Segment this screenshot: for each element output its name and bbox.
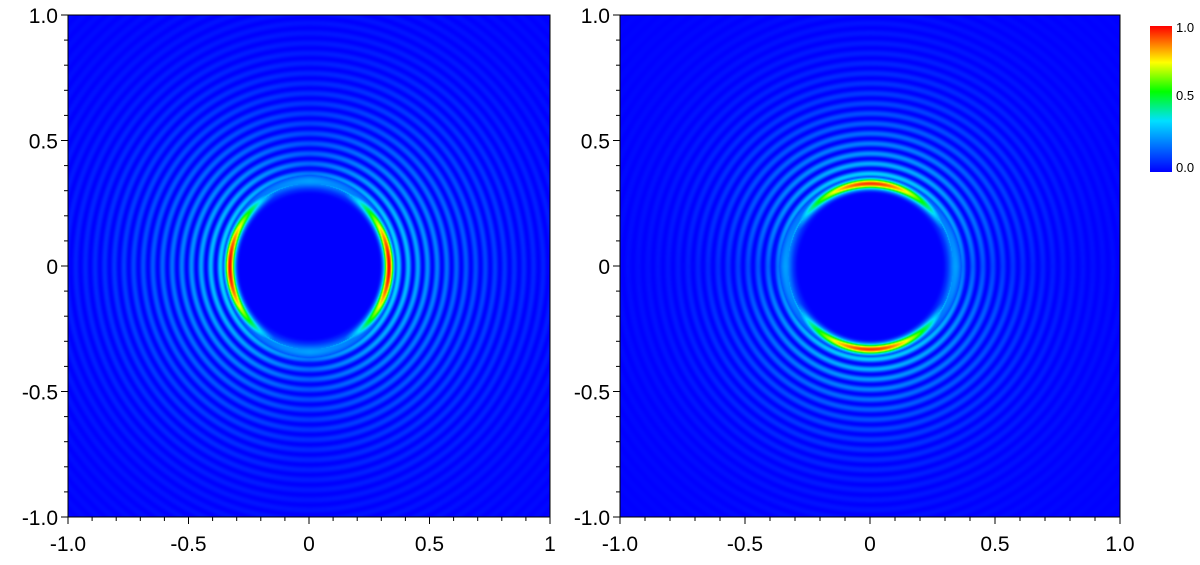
right-y-tick-label: 1.0 bbox=[581, 5, 610, 28]
right-heatmap bbox=[620, 15, 1120, 517]
right-heatmap-container bbox=[620, 15, 1120, 517]
left-x-tick-label: 0 bbox=[303, 533, 315, 556]
right-x-tick-label: 0 bbox=[864, 533, 876, 556]
right-y-tick-label: -0.5 bbox=[574, 382, 610, 405]
left-y-tick-label: 1.0 bbox=[29, 5, 58, 28]
right-axes: -1.0 -0.5 0 0.5 1.0 1.0 0.5 0 -0.5 -1.0 bbox=[574, 5, 1135, 556]
right-x-tick-label: -0.5 bbox=[727, 533, 763, 556]
right-x-tick-label: 0.5 bbox=[980, 533, 1009, 556]
left-y-tick-label: 0.5 bbox=[29, 131, 58, 154]
left-y-tick-label: -1.0 bbox=[22, 507, 58, 530]
left-heatmap-container bbox=[68, 15, 550, 517]
left-x-tick-label: -1.0 bbox=[50, 533, 86, 556]
colorbar-gradient bbox=[1150, 26, 1172, 172]
colorbar: 1.0 0.5 0.0 bbox=[1150, 20, 1194, 175]
left-panel: -1.0 -0.5 0 0.5 1 1.0 0.5 0 -0.5 -1.0 bbox=[22, 5, 556, 556]
right-x-tick-label: 1.0 bbox=[1105, 533, 1134, 556]
right-x-tick-label: -1.0 bbox=[602, 533, 638, 556]
left-heatmap bbox=[68, 15, 550, 517]
left-y-tick-label: -0.5 bbox=[22, 382, 58, 405]
right-y-tick-label: 0.5 bbox=[581, 131, 610, 154]
left-y-tick-label: 0 bbox=[46, 256, 58, 279]
left-axes: -1.0 -0.5 0 0.5 1 1.0 0.5 0 -0.5 -1.0 bbox=[22, 5, 556, 556]
left-x-tick-label: 1 bbox=[544, 533, 556, 556]
right-panel: -1.0 -0.5 0 0.5 1.0 1.0 0.5 0 -0.5 -1.0 bbox=[574, 5, 1135, 556]
right-y-tick-label: 0 bbox=[598, 256, 610, 279]
colorbar-label-max: 1.0 bbox=[1176, 20, 1194, 35]
colorbar-label-min: 0.0 bbox=[1176, 160, 1194, 175]
left-x-tick-label: -0.5 bbox=[170, 533, 206, 556]
left-x-tick-label: 0.5 bbox=[415, 533, 444, 556]
right-y-tick-label: -1.0 bbox=[574, 507, 610, 530]
colorbar-label-mid: 0.5 bbox=[1176, 88, 1194, 103]
